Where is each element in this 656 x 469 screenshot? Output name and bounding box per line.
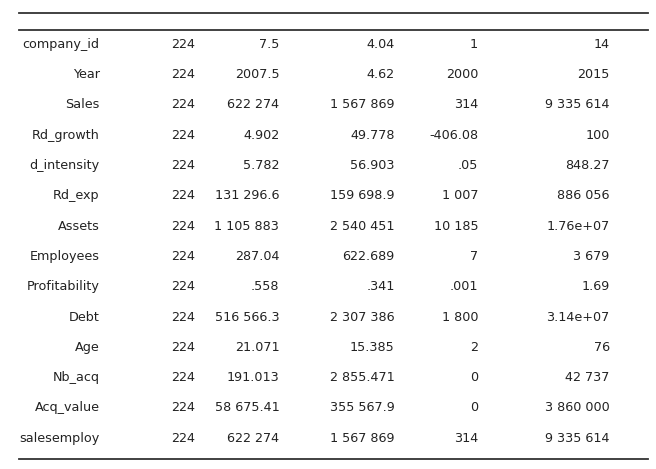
- Text: 4.04: 4.04: [367, 38, 395, 51]
- Text: 1 105 883: 1 105 883: [215, 219, 279, 233]
- Text: 622.689: 622.689: [342, 250, 395, 263]
- Text: 287.04: 287.04: [235, 250, 279, 263]
- Text: 2 540 451: 2 540 451: [330, 219, 395, 233]
- Text: 15.385: 15.385: [350, 341, 395, 354]
- Text: 355 567.9: 355 567.9: [330, 401, 395, 415]
- Text: 1 800: 1 800: [441, 310, 478, 324]
- Text: 314: 314: [454, 432, 478, 445]
- Text: 10 185: 10 185: [434, 219, 478, 233]
- Text: Rd_growth: Rd_growth: [31, 129, 100, 142]
- Text: 2 307 386: 2 307 386: [330, 310, 395, 324]
- Text: 191.013: 191.013: [226, 371, 279, 384]
- Text: 2000: 2000: [446, 68, 478, 81]
- Text: Age: Age: [75, 341, 100, 354]
- Text: 224: 224: [171, 38, 195, 51]
- Text: 314: 314: [454, 98, 478, 112]
- Text: 1.69: 1.69: [581, 280, 609, 293]
- Text: 4.902: 4.902: [243, 129, 279, 142]
- Text: 2015: 2015: [577, 68, 609, 81]
- Text: 49.778: 49.778: [350, 129, 395, 142]
- Text: 516 566.3: 516 566.3: [215, 310, 279, 324]
- Text: 58 675.41: 58 675.41: [215, 401, 279, 415]
- Text: 622 274: 622 274: [227, 432, 279, 445]
- Text: 1: 1: [470, 38, 478, 51]
- Text: 3 860 000: 3 860 000: [545, 401, 609, 415]
- Text: 1 567 869: 1 567 869: [330, 432, 395, 445]
- Text: Nb_acq: Nb_acq: [52, 371, 100, 384]
- Text: 7.5: 7.5: [259, 38, 279, 51]
- Text: 0: 0: [470, 401, 478, 415]
- Text: Rd_exp: Rd_exp: [53, 189, 100, 202]
- Text: 131 296.6: 131 296.6: [215, 189, 279, 202]
- Text: 100: 100: [585, 129, 609, 142]
- Text: 224: 224: [171, 432, 195, 445]
- Text: d_intensity: d_intensity: [30, 159, 100, 172]
- Text: 224: 224: [171, 98, 195, 112]
- Text: 9 335 614: 9 335 614: [545, 432, 609, 445]
- Text: 9 335 614: 9 335 614: [545, 98, 609, 112]
- Text: 14: 14: [594, 38, 609, 51]
- Text: 2 855.471: 2 855.471: [330, 371, 395, 384]
- Text: 76: 76: [594, 341, 609, 354]
- Text: 7: 7: [470, 250, 478, 263]
- Text: 5.782: 5.782: [243, 159, 279, 172]
- Text: 3 679: 3 679: [573, 250, 609, 263]
- Text: 224: 224: [171, 159, 195, 172]
- Text: 848.27: 848.27: [565, 159, 609, 172]
- Text: 4.62: 4.62: [367, 68, 395, 81]
- Text: 1.76e+07: 1.76e+07: [546, 219, 609, 233]
- Text: company_id: company_id: [22, 38, 100, 51]
- Text: 224: 224: [171, 310, 195, 324]
- Text: Profitability: Profitability: [27, 280, 100, 293]
- Text: 1 567 869: 1 567 869: [330, 98, 395, 112]
- Text: 224: 224: [171, 189, 195, 202]
- Text: 224: 224: [171, 219, 195, 233]
- Text: 1 007: 1 007: [441, 189, 478, 202]
- Text: .001: .001: [449, 280, 478, 293]
- Text: Debt: Debt: [69, 310, 100, 324]
- Text: .05: .05: [458, 159, 478, 172]
- Text: .558: .558: [251, 280, 279, 293]
- Text: .341: .341: [367, 280, 395, 293]
- Text: 56.903: 56.903: [350, 159, 395, 172]
- Text: 21.071: 21.071: [235, 341, 279, 354]
- Text: 224: 224: [171, 250, 195, 263]
- Text: 2007.5: 2007.5: [235, 68, 279, 81]
- Text: Year: Year: [73, 68, 100, 81]
- Text: 224: 224: [171, 341, 195, 354]
- Text: Sales: Sales: [65, 98, 100, 112]
- Text: Assets: Assets: [58, 219, 100, 233]
- Text: 224: 224: [171, 68, 195, 81]
- Text: -406.08: -406.08: [429, 129, 478, 142]
- Text: 2: 2: [470, 341, 478, 354]
- Text: Employees: Employees: [30, 250, 100, 263]
- Text: 224: 224: [171, 280, 195, 293]
- Text: Acq_value: Acq_value: [35, 401, 100, 415]
- Text: 3.14e+07: 3.14e+07: [546, 310, 609, 324]
- Text: 622 274: 622 274: [227, 98, 279, 112]
- Text: 224: 224: [171, 371, 195, 384]
- Text: 42 737: 42 737: [565, 371, 609, 384]
- Text: 159 698.9: 159 698.9: [330, 189, 395, 202]
- Text: 0: 0: [470, 371, 478, 384]
- Text: salesemploy: salesemploy: [20, 432, 100, 445]
- Text: 886 056: 886 056: [557, 189, 609, 202]
- Text: 224: 224: [171, 401, 195, 415]
- Text: 224: 224: [171, 129, 195, 142]
